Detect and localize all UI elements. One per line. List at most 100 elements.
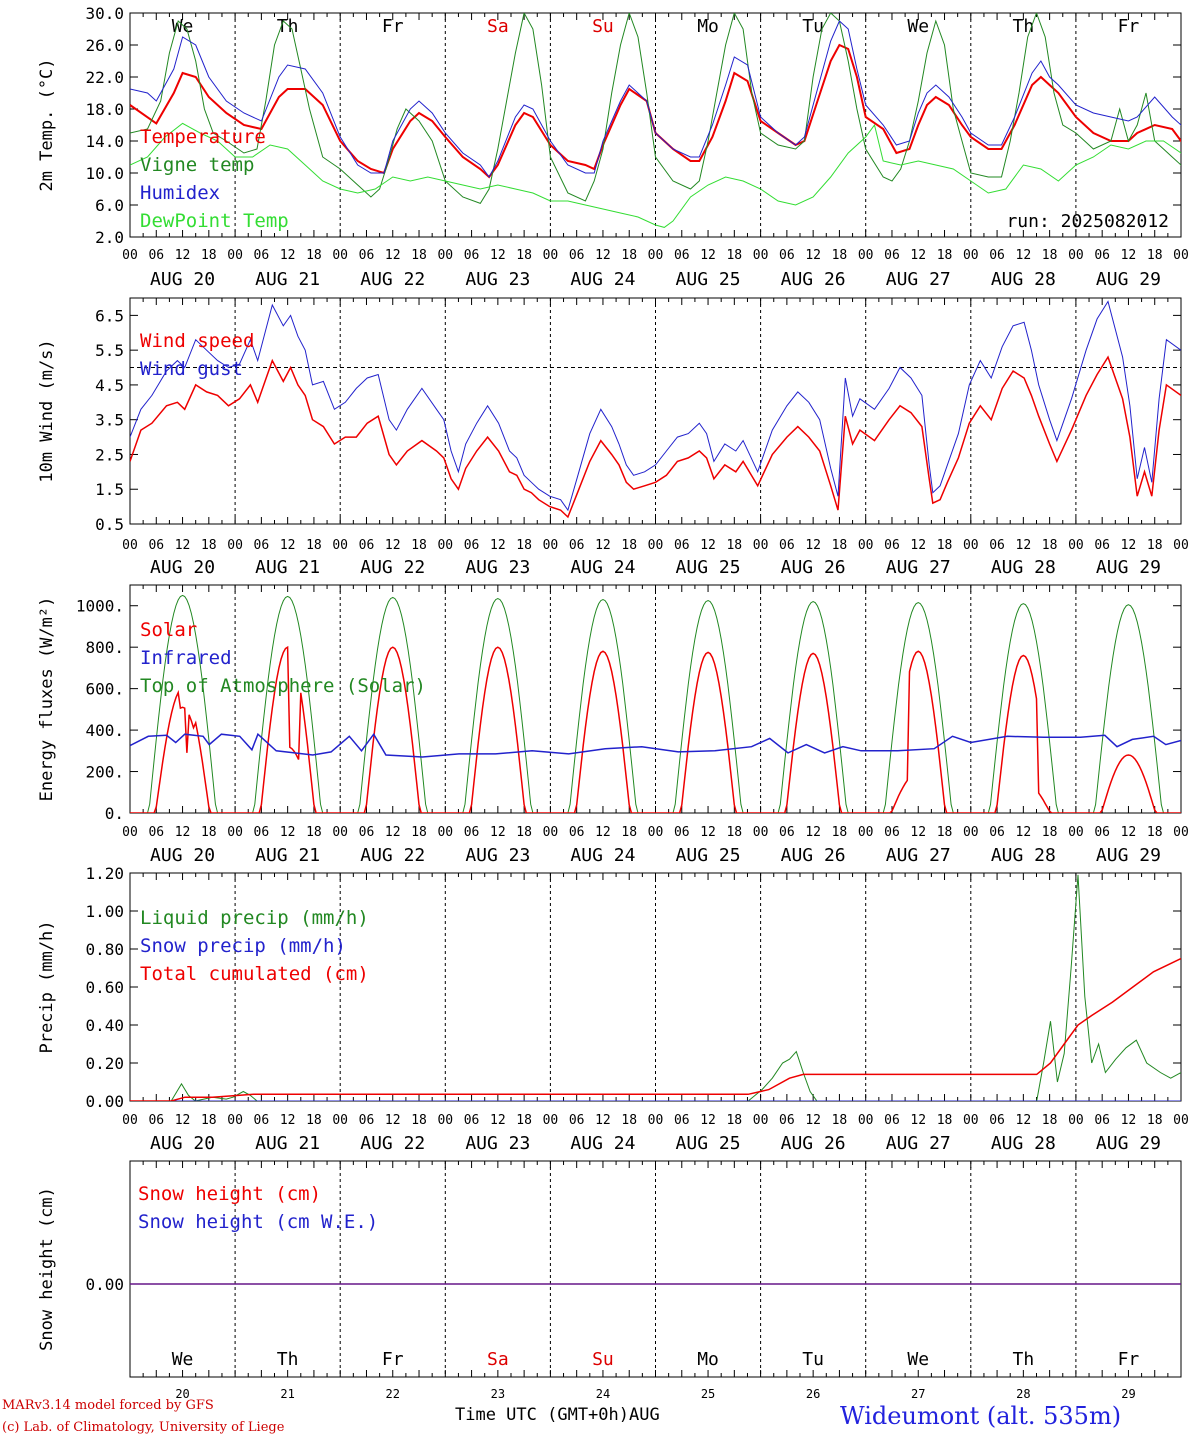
date-label: AUG 28	[991, 557, 1056, 578]
hour-tick-label: 12	[700, 248, 716, 263]
hour-tick-label: 12	[490, 248, 506, 263]
day-number: 25	[701, 1387, 715, 1401]
hour-tick-label: 06	[464, 538, 480, 553]
hour-tick-label: 00	[227, 248, 243, 263]
date-label: AUG 23	[465, 557, 530, 578]
hour-tick-label: 12	[1121, 1113, 1137, 1128]
toa-solar-line	[130, 594, 1181, 813]
hour-tick-label: 18	[726, 538, 742, 553]
date-label: AUG 21	[255, 557, 320, 578]
series-line-vigne-temp	[130, 13, 1181, 205]
hour-tick-label: 06	[254, 1113, 270, 1128]
y-tick-label: 14.0	[85, 132, 124, 151]
y-tick-label: 1000.	[76, 597, 124, 616]
hour-tick-label: 06	[148, 538, 164, 553]
date-label: AUG 21	[255, 1133, 320, 1154]
hour-tick-label: 18	[1147, 825, 1163, 840]
date-label: AUG 24	[570, 557, 635, 578]
hour-tick-label: 06	[674, 538, 690, 553]
legend-entry: DewPoint Temp	[140, 210, 289, 232]
day-number: 21	[280, 1387, 294, 1401]
date-label: AUG 24	[570, 269, 635, 290]
hour-tick-label: 06	[359, 538, 375, 553]
plot-frame-temperature	[129, 12, 1182, 238]
hour-tick-label: 18	[726, 248, 742, 263]
hour-tick-label: 06	[884, 538, 900, 553]
weekday-label: Th	[277, 16, 299, 37]
date-label: AUG 22	[360, 845, 425, 866]
hour-tick-label: 12	[385, 538, 401, 553]
hour-tick-label: 18	[411, 248, 427, 263]
hour-tick-label: 12	[175, 825, 191, 840]
y-tick-label: 6.5	[95, 306, 124, 325]
y-tick-label: 0.00	[85, 1092, 124, 1111]
hour-tick-label: 18	[411, 1113, 427, 1128]
weekday-label: Fr	[382, 1349, 404, 1370]
date-label: AUG 21	[255, 845, 320, 866]
date-label: AUG 28	[991, 1133, 1056, 1154]
weekday-label: We	[907, 1349, 929, 1370]
date-label: AUG 29	[1096, 557, 1161, 578]
hour-tick-label: 12	[490, 1113, 506, 1128]
hour-tick-label: 06	[569, 248, 585, 263]
y-tick-label: 0.40	[85, 1016, 124, 1035]
hour-tick-label: 18	[411, 538, 427, 553]
legend-entry: Wind speed	[140, 330, 254, 352]
date-label: AUG 29	[1096, 1133, 1161, 1154]
hour-tick-label: 06	[884, 248, 900, 263]
hour-tick-label: 18	[1147, 538, 1163, 553]
date-label: AUG 25	[676, 269, 741, 290]
day-number: 28	[1016, 1387, 1030, 1401]
hour-tick-label: 06	[1094, 538, 1110, 553]
hour-tick-label: 06	[359, 248, 375, 263]
hour-tick-label: 12	[700, 1113, 716, 1128]
hour-tick-label: 06	[779, 248, 795, 263]
hour-tick-label: 00	[122, 1113, 138, 1128]
day-number: 27	[911, 1387, 925, 1401]
hour-tick-label: 00	[753, 825, 769, 840]
y-tick-label: 0.00	[85, 1275, 124, 1294]
hour-tick-label: 18	[306, 248, 322, 263]
legend-entry: Vigne temp	[140, 154, 254, 176]
weekday-label: Sa	[487, 16, 509, 37]
hour-tick-label: 00	[753, 1113, 769, 1128]
hour-tick-label: 12	[490, 538, 506, 553]
hour-tick-label: 06	[254, 538, 270, 553]
series-line-liquid-precip-mm-h-	[130, 874, 1181, 1101]
day-number: 26	[806, 1387, 820, 1401]
hour-tick-label: 12	[700, 825, 716, 840]
hour-tick-label: 18	[201, 538, 217, 553]
y-tick-label: 0.80	[85, 940, 124, 959]
hour-tick-label: 12	[1121, 825, 1137, 840]
date-label: AUG 29	[1096, 269, 1161, 290]
hour-tick-label: 12	[805, 825, 821, 840]
hour-tick-label: 00	[648, 248, 664, 263]
hour-tick-label: 12	[490, 825, 506, 840]
date-label: AUG 20	[150, 557, 215, 578]
day-number: 24	[596, 1387, 610, 1401]
hour-tick-label: 00	[437, 538, 453, 553]
date-label: AUG 23	[465, 845, 530, 866]
y-tick-label: 26.0	[85, 36, 124, 55]
hour-tick-label: 00	[543, 1113, 559, 1128]
hour-tick-label: 12	[1016, 825, 1032, 840]
hour-tick-label: 18	[1042, 538, 1058, 553]
hour-tick-label: 12	[1016, 538, 1032, 553]
hour-tick-label: 18	[621, 248, 637, 263]
hour-tick-label: 06	[989, 538, 1005, 553]
hour-tick-label: 18	[726, 1113, 742, 1128]
hour-tick-label: 06	[884, 1113, 900, 1128]
hour-tick-label: 06	[464, 1113, 480, 1128]
weekday-label: Su	[592, 1349, 614, 1370]
hour-tick-label: 12	[175, 538, 191, 553]
series-line-total-cumulated-cm-	[130, 957, 1181, 1101]
hour-tick-label: 18	[1042, 1113, 1058, 1128]
date-label: AUG 21	[255, 269, 320, 290]
date-label: AUG 24	[570, 1133, 635, 1154]
y-tick-label: 6.0	[95, 196, 124, 215]
date-label: AUG 27	[886, 557, 951, 578]
hour-tick-label: 18	[516, 825, 532, 840]
hour-tick-label: 12	[805, 1113, 821, 1128]
date-label: AUG 22	[360, 1133, 425, 1154]
hour-tick-label: 00	[648, 538, 664, 553]
